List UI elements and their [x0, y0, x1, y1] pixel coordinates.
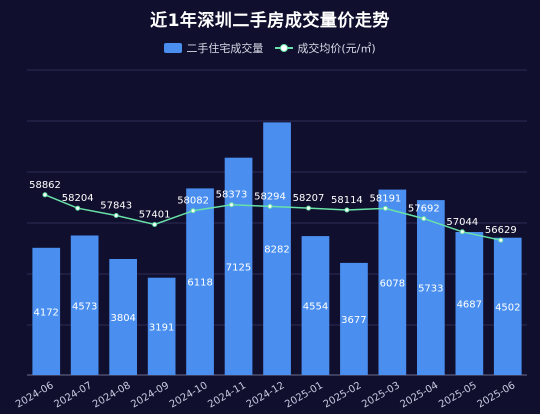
legend-item-volume[interactable]: 二手住宅成交量: [164, 40, 263, 56]
price-point: [498, 237, 504, 243]
bar-2025-05: [455, 232, 484, 375]
x-tick-label: 2025-02: [322, 380, 364, 410]
chart-legend: 二手住宅成交量 成交均价(元/㎡): [0, 40, 540, 56]
price-value-label: 57692: [408, 204, 440, 215]
bar-value-label: 4687: [457, 300, 482, 311]
bar-2025-03: [378, 189, 407, 375]
bar-2025-06: [493, 237, 522, 375]
bar-value-label: 5733: [418, 284, 443, 295]
bar-value-label: 8282: [264, 245, 289, 256]
price-point: [75, 205, 81, 211]
price-value-label: 58191: [369, 193, 401, 204]
bar-value-label: 4573: [72, 301, 97, 312]
price-point: [421, 216, 427, 222]
price-point: [344, 207, 350, 213]
x-tick-label: 2024-08: [91, 380, 133, 410]
bar-value-label: 3191: [149, 322, 174, 333]
price-point: [152, 222, 158, 227]
x-tick-label: 2025-05: [437, 380, 479, 410]
bar-value-label: 7125: [226, 262, 251, 273]
bar-2024-12: [263, 122, 291, 376]
bar-2025-02: [340, 262, 368, 375]
x-tick-label: 2025-06: [476, 380, 518, 410]
bar-2025-04: [417, 200, 445, 375]
bar-value-label: 6118: [187, 278, 212, 289]
price-point: [382, 205, 388, 211]
price-point: [267, 203, 273, 209]
x-tick-label: 2024-11: [206, 380, 248, 410]
price-value-label: 56629: [485, 225, 517, 236]
price-value-label: 57401: [139, 210, 171, 221]
x-tick-label: 2025-01: [283, 380, 325, 410]
bar-2024-10: [186, 188, 214, 375]
price-value-label: 58082: [177, 196, 209, 207]
legend-bar-swatch: [164, 43, 183, 53]
price-value-label: 58204: [62, 193, 94, 204]
price-value-label: 58862: [29, 180, 61, 191]
bar-value-label: 4172: [33, 307, 58, 318]
bar-2024-09: [147, 277, 176, 375]
legend-label-price: 成交均价(元/㎡): [297, 42, 376, 55]
price-value-label: 57843: [100, 201, 132, 212]
price-point: [306, 205, 311, 211]
x-tick-label: 2024-12: [245, 380, 287, 410]
price-value-label: 58114: [331, 195, 363, 206]
x-tick-label: 2024-07: [53, 380, 95, 410]
bar-2024-06: [32, 247, 61, 375]
price-value-label: 58294: [254, 191, 286, 202]
bar-2024-07: [70, 235, 99, 375]
bar-value-label: 3804: [110, 313, 135, 324]
price-point: [42, 192, 48, 198]
x-tick-label: 2025-04: [399, 380, 441, 410]
price-point: [459, 229, 465, 235]
bar-value-label: 4502: [495, 302, 520, 313]
chart-title: 近1年深圳二手房成交量价走势: [150, 11, 390, 31]
legend-item-price[interactable]: 成交均价(元/㎡): [275, 40, 376, 56]
bar-value-label: 3677: [341, 315, 366, 326]
legend-label-volume: 二手住宅成交量: [186, 42, 264, 55]
price-value-label: 57044: [446, 217, 478, 228]
bar-2025-01: [301, 236, 330, 375]
price-value-label: 58207: [293, 193, 325, 204]
bar-value-label: 4554: [303, 302, 328, 313]
x-tick-label: 2024-06: [14, 380, 56, 410]
price-point: [229, 202, 234, 208]
bar-2024-08: [109, 259, 137, 375]
bar-2024-11: [224, 157, 253, 375]
price-point: [190, 208, 196, 214]
x-tick-label: 2024-09: [129, 380, 171, 410]
bar-value-label: 6078: [380, 278, 405, 289]
legend-line-swatch: [275, 43, 294, 53]
x-tick-label: 2024-10: [168, 380, 210, 410]
price-value-label: 58373: [216, 190, 248, 201]
price-point: [113, 213, 119, 218]
x-tick-label: 2025-03: [360, 380, 402, 410]
